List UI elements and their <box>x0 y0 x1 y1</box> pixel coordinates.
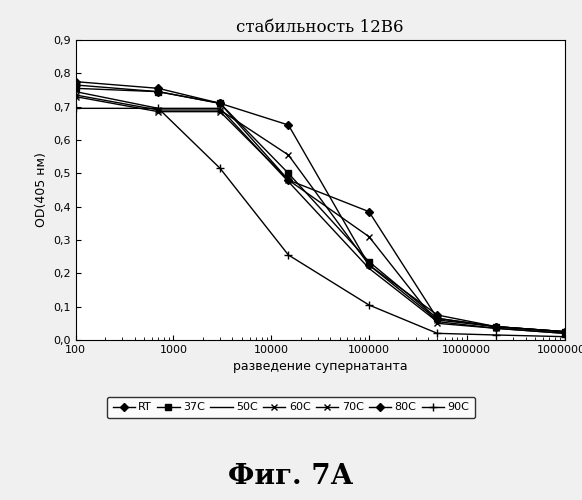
Title: стабильность 12В6: стабильность 12В6 <box>236 18 404 36</box>
Text: Фиг. 7А: Фиг. 7А <box>228 463 354 490</box>
Legend: RT, 37C, 50C, 60C, 70C, 80C, 90C: RT, 37C, 50C, 60C, 70C, 80C, 90C <box>107 397 475 418</box>
X-axis label: разведение супернатанта: разведение супернатанта <box>233 360 407 374</box>
Y-axis label: OD(405 нм): OD(405 нм) <box>34 152 48 228</box>
